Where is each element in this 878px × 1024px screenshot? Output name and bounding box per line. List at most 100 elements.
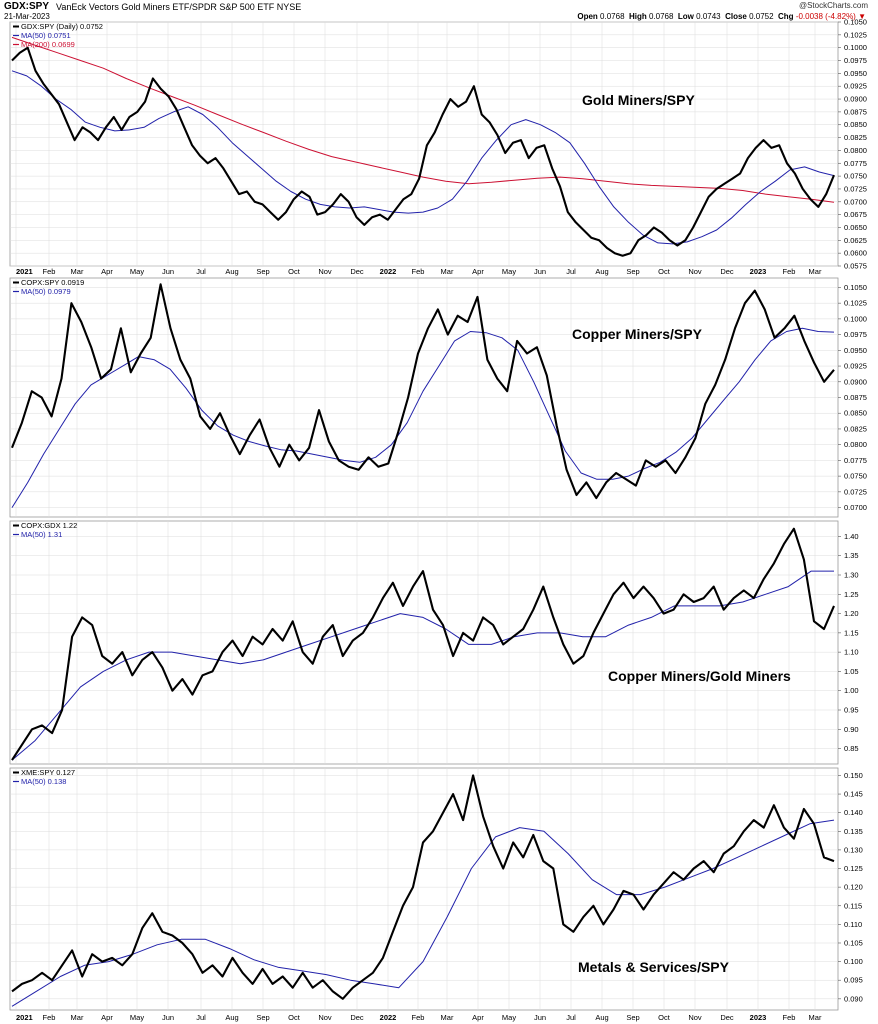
x-tick-label: Sep [626, 267, 639, 276]
down-arrow-icon: ▼ [858, 12, 866, 21]
x-tick-label: Feb [412, 1013, 425, 1022]
x-tick-label: Dec [350, 267, 364, 276]
x-tick-label: Apr [101, 267, 113, 276]
x-tick-label: Apr [101, 1013, 113, 1022]
y-tick-label: 0.0825 [844, 133, 867, 142]
panel-title: Copper Miners/Gold Miners [608, 668, 791, 684]
y-tick-label: 0.095 [844, 976, 863, 985]
low-value: 0.0743 [696, 12, 721, 21]
x-tick-label: Apr [472, 1013, 484, 1022]
x-tick-label: Feb [43, 267, 56, 276]
x-axis-1: 2021 Feb Mar Apr May Jun Jul Aug Sep Oct Nov Dec 202… [16, 267, 822, 276]
x-tick-label: Oct [658, 1013, 671, 1022]
y-tick-label: 0.0950 [844, 69, 867, 78]
panel-1: 0.1050 0.1025 0.1000 0.0975 0.0950 0.0925 0.09… [9, 18, 867, 271]
x-axis-2: 2021 Feb Mar Apr May Jun Jul Aug Sep Oct Nov Dec 202… [16, 1013, 822, 1022]
y-tick-label: 0.140 [844, 808, 863, 817]
y-tick-label: 0.0850 [844, 409, 867, 418]
x-tick-label: Nov [318, 267, 332, 276]
x-tick-label: Mar [441, 1013, 454, 1022]
chg-label: Chg [778, 12, 794, 21]
panel-title: Metals & Services/SPY [578, 959, 730, 975]
x-tick-label: Aug [225, 267, 238, 276]
chg-value: -0.0038 (-4.82%) [795, 12, 856, 21]
chart-header: GDX:SPY VanEck Vectors Gold Miners ETF/S… [0, 0, 878, 22]
x-tick-label: 2023 [750, 267, 767, 276]
y-tick-label: 0.95 [844, 706, 859, 715]
y-tick-label: 0.110 [844, 920, 862, 929]
x-tick-label: May [130, 1013, 144, 1022]
series-line-price [11, 774, 835, 1000]
y-tick-label: 1.20 [844, 609, 859, 618]
y-tick-label: 0.0725 [844, 184, 867, 193]
legend-entry: MA(50) 0.0979 [21, 287, 71, 296]
x-tick-label: Jun [162, 1013, 174, 1022]
y-tick-label: 0.130 [844, 845, 863, 854]
y-tick-label: 1.40 [844, 532, 859, 541]
legend-entry: XME:SPY 0.127 [21, 768, 75, 777]
low-label: Low [677, 12, 694, 21]
x-tick-label: Nov [688, 1013, 702, 1022]
series-line-price [11, 46, 835, 257]
panel-4: 0.150 0.145 0.140 0.135 0.130 0.125 0.120 0.115… [9, 767, 863, 1011]
y-tick-label: 0.1000 [844, 43, 867, 52]
y-tick-label: 0.0675 [844, 210, 867, 219]
y-tick-label: 0.0750 [844, 172, 867, 181]
y-tick-label: 0.0600 [844, 249, 867, 258]
x-tick-label: Jul [196, 267, 206, 276]
y-tick-label: 0.1050 [844, 283, 867, 292]
y-tick-label: 0.115 [844, 901, 862, 910]
x-tick-label: Sep [256, 267, 269, 276]
x-tick-label: Aug [595, 1013, 608, 1022]
y-tick-label: 0.1050 [844, 18, 867, 27]
y-tick-label: 0.0850 [844, 120, 867, 129]
y-tick-label: 0.105 [844, 938, 863, 947]
y-tick-label: 0.0700 [844, 503, 867, 512]
x-tick-label: 2022 [380, 267, 397, 276]
close-label: Close [725, 12, 747, 21]
y-tick-label: 0.85 [844, 744, 859, 753]
x-tick-label: 2021 [16, 267, 33, 276]
x-tick-label: Dec [350, 1013, 364, 1022]
y-tick-label: 0.1025 [844, 30, 867, 39]
series-line-price [11, 527, 835, 761]
x-tick-label: Mar [71, 267, 84, 276]
legend-entry: MA(50) 0.138 [21, 777, 66, 786]
x-tick-label: Jul [196, 1013, 206, 1022]
high-label: High [628, 12, 647, 21]
legend-entry: MA(200) 0.0699 [21, 40, 75, 49]
panel-frame [9, 520, 839, 765]
y-tick-label: 0.090 [844, 994, 863, 1003]
y-tick-label: 0.90 [844, 725, 859, 734]
x-tick-label: Jun [534, 267, 546, 276]
y-tick-label: 0.0950 [844, 346, 867, 355]
x-tick-label: May [502, 267, 516, 276]
quote-readout: Open 0.0768 High 0.0768 Low 0.0743 Close… [577, 12, 866, 21]
x-tick-label: Feb [783, 1013, 796, 1022]
x-tick-label: 2021 [16, 1013, 33, 1022]
legend-entry: GDX:SPY (Daily) 0.0752 [21, 22, 103, 31]
x-tick-label: Mar [441, 267, 454, 276]
legend-entry: COPX:SPY 0.0919 [21, 278, 84, 287]
x-tick-label: Oct [288, 1013, 301, 1022]
x-tick-label: Feb [43, 1013, 56, 1022]
y-tick-label: 0.0700 [844, 197, 867, 206]
y-tick-label: 0.150 [844, 771, 863, 780]
x-tick-label: Nov [688, 267, 702, 276]
x-tick-label: Dec [720, 1013, 734, 1022]
y-tick-label: 0.0825 [844, 424, 867, 433]
y-tick-label: 0.0875 [844, 393, 867, 402]
x-tick-label: Aug [595, 267, 608, 276]
panel-title: Copper Miners/SPY [572, 326, 703, 342]
y-tick-label: 0.0975 [844, 56, 867, 65]
series-line-ma50 [11, 819, 835, 1007]
x-tick-label: May [130, 267, 144, 276]
legend-entry: MA(50) 0.0751 [21, 31, 71, 40]
series-line-price [11, 283, 835, 500]
y-tick-label: 0.0725 [844, 487, 867, 496]
x-tick-label: Feb [412, 267, 425, 276]
y-tick-label: 1.15 [844, 628, 859, 637]
x-tick-label: Jun [162, 267, 174, 276]
x-tick-label: Mar [71, 1013, 84, 1022]
y-tick-label: 1.10 [844, 648, 859, 657]
